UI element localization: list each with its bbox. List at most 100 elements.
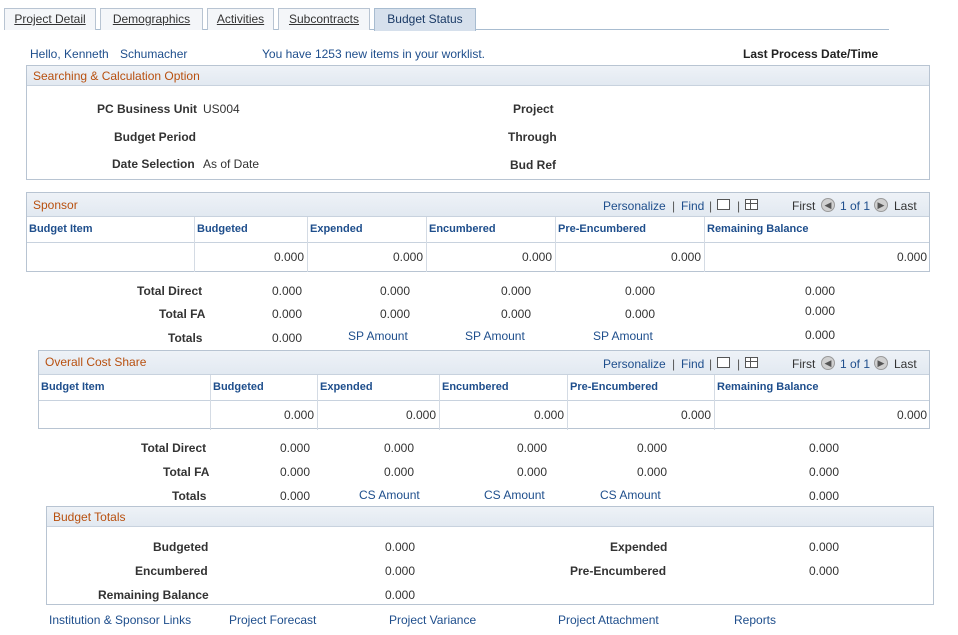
search-section: Searching & Calculation Option [26,65,930,180]
search-section-title: Searching & Calculation Option [33,69,200,83]
tab-project-detail[interactable]: Project Detail [4,8,96,30]
cell-pre-encumbered: 0.000 [555,243,704,272]
institution-sponsor-links[interactable]: Institution & Sponsor Links [49,613,192,627]
cs-total-direct-encumbered: 0.000 [517,441,548,455]
cell-remaining-balance: 0.000 [714,401,930,430]
sp-total-direct-budgeted: 0.000 [272,284,303,298]
bt-pre-encumbered-label: Pre-Encumbered [570,564,667,578]
cell-remaining-balance: 0.000 [704,243,930,272]
greeting: Hello, Kenneth [30,47,109,61]
sp-total-fa-label: Total FA [159,307,206,321]
table-row: 0.000 0.000 0.000 0.000 0.000 [39,401,929,430]
through-label: Through [508,130,557,144]
sp-amount-link-pre-encumbered[interactable]: SP Amount [593,329,653,343]
cs-personalize-link[interactable]: Personalize [603,357,666,371]
tab-activities[interactable]: Activities [207,8,274,30]
user-last-name: Schumacher [120,47,188,61]
col-encumbered[interactable]: Encumbered [439,375,567,401]
cell-budget-item [39,401,210,430]
worklist-link[interactable]: You have 1253 new items in your worklist… [262,47,486,61]
cs-find-link[interactable]: Find [681,357,705,371]
cs-total-fa-encumbered: 0.000 [517,465,548,479]
sp-total-fa-budgeted: 0.000 [272,307,303,321]
project-attachment-link[interactable]: Project Attachment [558,613,659,627]
project-variance-link[interactable]: Project Variance [389,613,477,627]
tab-demographics[interactable]: Demographics [100,8,203,30]
cs-total-direct-expended: 0.000 [384,441,415,455]
cs-last-label: Last [894,357,917,371]
cs-first-label: First [792,357,816,371]
bt-budgeted-label: Budgeted [153,540,209,554]
tab-bar: Project Detail Demographics Activities S… [4,8,889,31]
col-encumbered[interactable]: Encumbered [426,217,555,243]
project-label: Project [513,102,554,116]
budget-totals-section: Budget Totals [46,506,934,605]
sp-total-direct-pre-encumbered: 0.000 [625,284,656,298]
reports-link[interactable]: Reports [734,613,777,627]
col-budgeted[interactable]: Budgeted [210,375,317,401]
cs-total-fa-pre-encumbered: 0.000 [637,465,668,479]
date-selection-label: Date Selection [112,157,195,171]
bt-expended-label: Expended [610,540,668,554]
pc-bu-value: US004 [203,102,240,116]
sponsor-last-label: Last [894,199,917,213]
col-pre-encumbered[interactable]: Pre-Encumbered [555,217,704,243]
sp-totals-remaining: 0.000 [805,328,836,342]
cs-total-fa-label: Total FA [163,465,210,479]
bt-encumbered-label: Encumbered [135,564,208,578]
cell-encumbered: 0.000 [439,401,567,430]
pc-bu-label: PC Business Unit [97,102,198,116]
cs-total-fa-remaining: 0.000 [809,465,840,479]
sp-total-direct-remaining: 0.000 [805,284,836,298]
table-row: 0.000 0.000 0.000 0.000 0.000 [27,243,929,272]
cs-amount-link-pre-encumbered[interactable]: CS Amount [600,488,661,502]
cell-budgeted: 0.000 [194,243,307,272]
download-grid-icon[interactable] [745,355,758,369]
cs-pager: 1 of 1 [840,357,871,371]
sponsor-personalize-link[interactable]: Personalize [603,199,666,213]
view-all-icon[interactable] [717,197,730,211]
sp-amount-link-expended[interactable]: SP Amount [348,329,408,343]
col-expended[interactable]: Expended [307,217,426,243]
col-expended[interactable]: Expended [317,375,439,401]
prev-arrow-icon[interactable]: ◀ [821,197,835,212]
cs-totals-remaining: 0.000 [809,489,840,503]
col-budget-item[interactable]: Budget Item [29,223,93,235]
prev-arrow-icon[interactable]: ◀ [821,355,835,370]
project-forecast-link[interactable]: Project Forecast [229,613,317,627]
col-remaining-balance[interactable]: Remaining Balance [714,375,930,401]
sp-total-fa-remaining: 0.000 [805,304,836,318]
col-budgeted[interactable]: Budgeted [194,217,307,243]
cs-total-direct-label: Total Direct [141,441,207,455]
col-budget-item[interactable]: Budget Item [41,381,105,393]
sp-total-fa-encumbered: 0.000 [501,307,532,321]
next-arrow-icon[interactable]: ▶ [874,197,888,212]
sp-amount-link-encumbered[interactable]: SP Amount [465,329,525,343]
col-pre-encumbered[interactable]: Pre-Encumbered [567,375,714,401]
sp-totals-label: Totals [168,331,203,345]
bt-encumbered-value: 0.000 [385,564,416,578]
sponsor-first-label: First [792,199,816,213]
sponsor-find-link[interactable]: Find [681,199,705,213]
last-process-label: Last Process Date/Time [743,47,879,61]
date-selection-value: As of Date [203,157,260,171]
cs-total-fa-budgeted: 0.000 [280,465,311,479]
cs-total-fa-expended: 0.000 [384,465,415,479]
cost-share-title: Overall Cost Share [45,355,147,369]
cell-expended: 0.000 [307,243,426,272]
cs-amount-link-encumbered[interactable]: CS Amount [484,488,545,502]
col-remaining-balance[interactable]: Remaining Balance [704,217,930,243]
budget-totals-title: Budget Totals [53,510,126,524]
sp-total-direct-encumbered: 0.000 [501,284,532,298]
download-grid-icon[interactable] [745,197,758,211]
bt-expended-value: 0.000 [809,540,840,554]
sp-total-direct-label: Total Direct [137,284,203,298]
sp-totals-budgeted: 0.000 [272,331,303,345]
tab-subcontracts[interactable]: Subcontracts [278,8,370,30]
bt-remaining-value: 0.000 [385,588,416,602]
tab-budget-status[interactable]: Budget Status [374,8,476,31]
cs-amount-link-expended[interactable]: CS Amount [359,488,420,502]
next-arrow-icon[interactable]: ▶ [874,355,888,370]
view-all-icon[interactable] [717,355,730,369]
cell-pre-encumbered: 0.000 [567,401,714,430]
